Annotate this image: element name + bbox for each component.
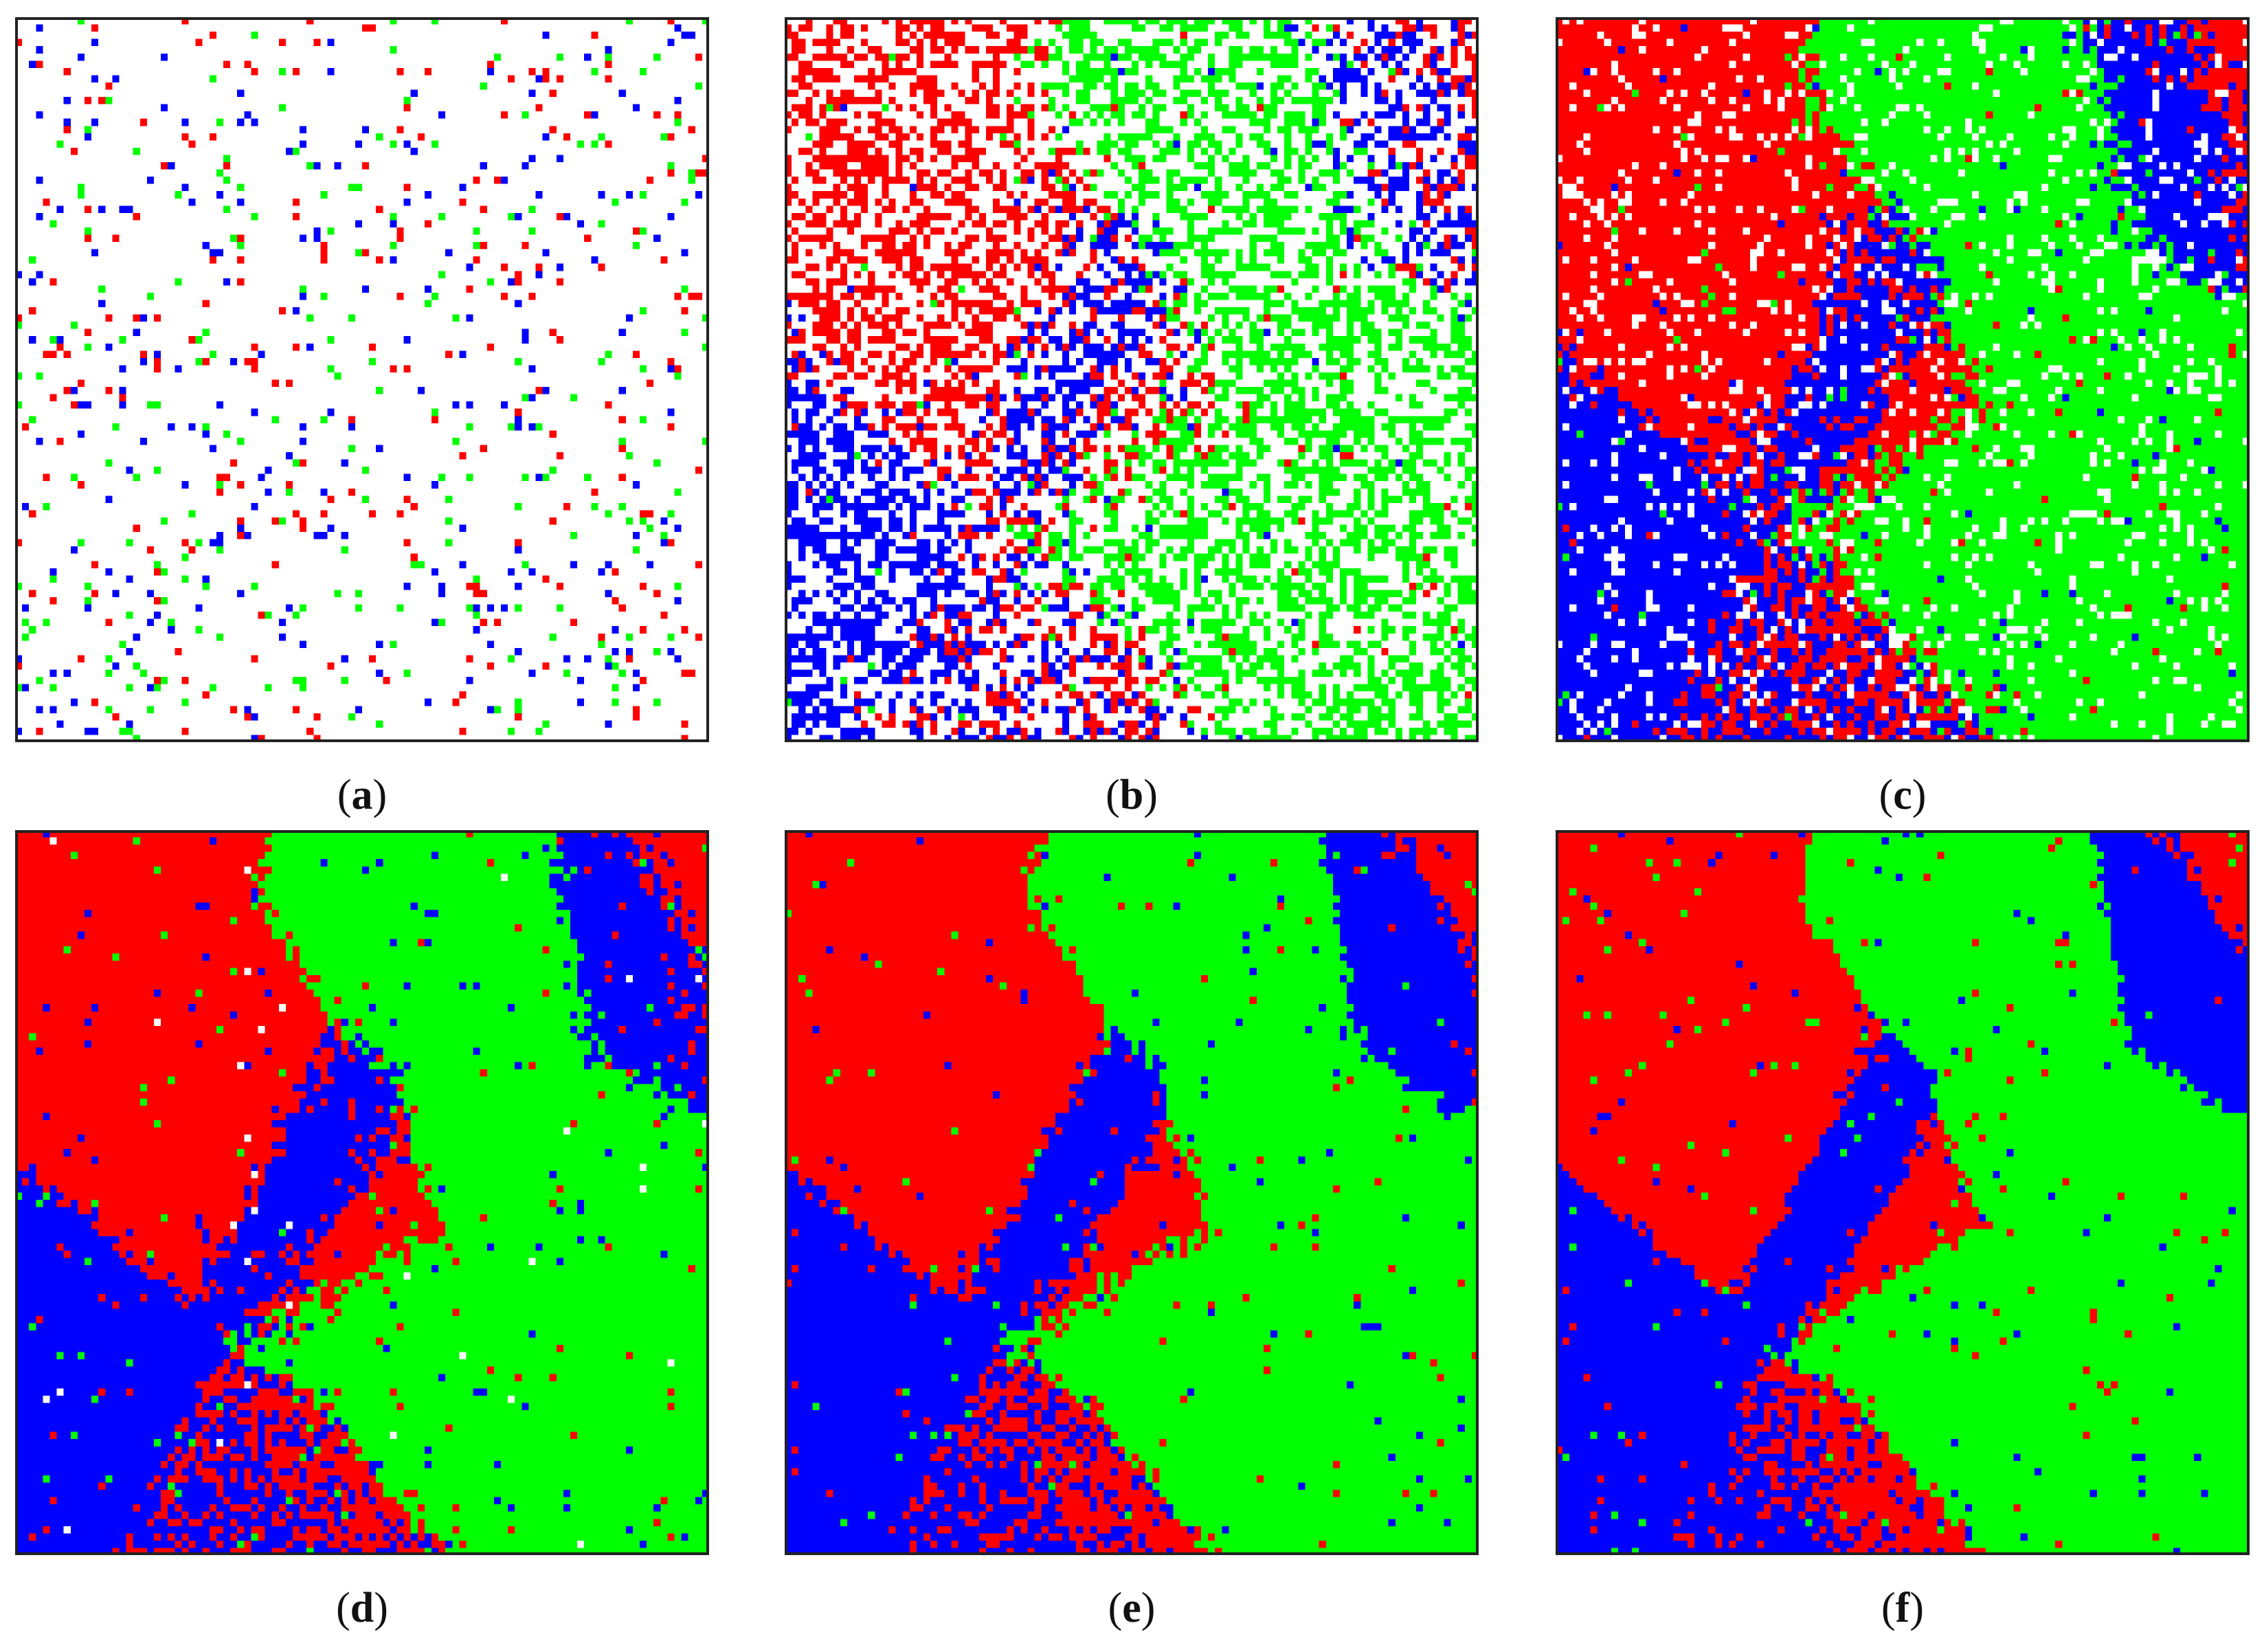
lattice-panel-f [1556,830,2250,1555]
caption-c: (c) [1879,772,1927,818]
caption-e: (e) [1108,1585,1156,1631]
lattice-grid-b [785,17,1479,742]
caption-a: (a) [337,772,388,818]
caption-f: (f) [1881,1585,1924,1631]
lattice-panel-d [15,830,709,1555]
caption-b: (b) [1106,772,1158,818]
lattice-grid-e [785,830,1479,1555]
lattice-panel-a [15,17,709,742]
lattice-grid-f [1556,830,2250,1555]
caption-d: (d) [336,1585,388,1631]
lattice-grid-a [15,17,709,742]
lattice-grid-c [1556,17,2250,742]
lattice-panel-e [785,830,1479,1555]
lattice-panel-c [1556,17,2250,742]
lattice-panel-b [785,17,1479,742]
lattice-grid-d [15,830,709,1555]
